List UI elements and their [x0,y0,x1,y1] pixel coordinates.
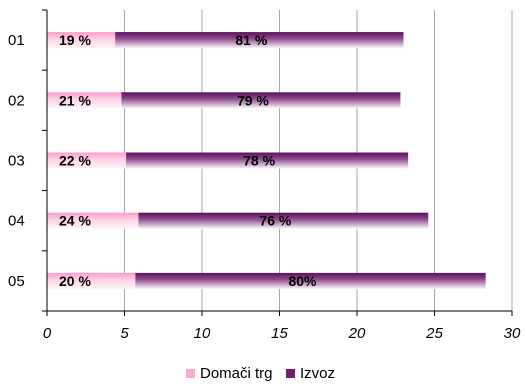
x-tick-label: 20 [348,325,366,342]
data-label: 20 % [59,273,91,289]
data-label: 78 % [243,153,275,169]
data-label: 22 % [59,153,91,169]
bars [47,32,486,289]
legend: Domači trg Izvoz [186,365,335,382]
bar-domestic [47,92,122,109]
y-tick-label: 05 [8,273,25,290]
x-tick-label: 0 [43,325,52,342]
legend-swatch-export [286,369,295,378]
y-tick-label: 02 [8,92,25,109]
data-label: 19 % [59,32,91,48]
y-tick-label: 04 [8,213,25,230]
x-tick-label: 10 [194,325,211,342]
legend-label-export: Izvoz [300,365,335,382]
data-label: 21 % [59,92,91,108]
bar-export [135,272,486,289]
x-tick-label: 5 [120,325,129,342]
bar-export [126,152,409,169]
bar-domestic [47,152,127,169]
data-label: 24 % [59,213,91,229]
bar-export [121,92,401,109]
bar-domestic [47,272,136,289]
legend-swatch-domestic [186,369,195,378]
data-label: 79 % [237,92,269,108]
x-tick-label: 15 [271,325,288,342]
data-labels: 19 % 81 % 21 % 79 % 22 % 78 % 24 % 76 % 20 % 80% [59,32,317,289]
bar-export [115,32,404,49]
bar-domestic [47,212,139,229]
x-tick-label: 30 [504,325,521,342]
data-label: 76 % [259,213,291,229]
y-tick-label: 01 [8,32,25,49]
data-label: 80% [288,273,317,289]
legend-label-domestic: Domači trg [200,365,273,382]
data-label: 81 % [235,32,267,48]
x-tick-label: 25 [425,325,443,342]
bar-export [138,212,429,229]
bar-domestic [47,32,116,49]
y-tick-label: 03 [8,153,25,170]
